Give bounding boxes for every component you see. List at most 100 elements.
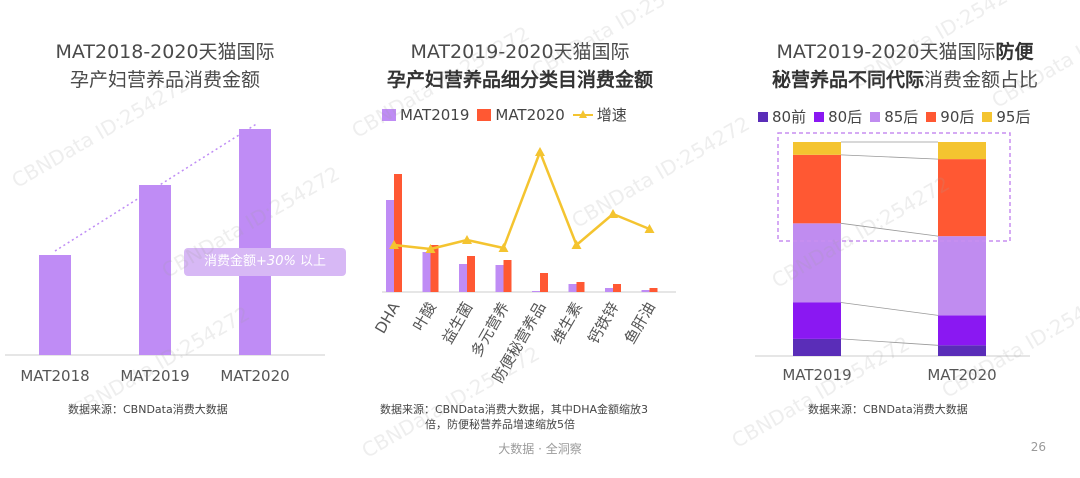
- panel2-bar-MAT2019-钙铁锌: [605, 288, 613, 292]
- panel3-seg-MAT2019-85后: [793, 223, 841, 303]
- panel2-bar-MAT2020-多元营养: [503, 260, 512, 292]
- panel1-tick-MAT2020: MAT2020: [220, 367, 289, 385]
- panel-category-spending: MAT2019-2020天猫国际 孕产妇营养品细分类目消费金额 MAT2019 M…: [340, 0, 700, 440]
- panel2-source-line2: 倍，防便秘营养品增速缩放5倍: [425, 418, 575, 431]
- panel2-title-line2: 孕产妇营养品细分类目消费金额: [340, 66, 700, 94]
- panel2-bar-MAT2019-DHA: [386, 200, 394, 292]
- panel3-legend-item-85后: 85后: [870, 106, 918, 127]
- panel3-legend-label: 80后: [828, 108, 863, 126]
- growth-badge-suffix: 以上: [295, 254, 326, 269]
- panel2-tick-鱼肝油: 鱼肝油: [621, 299, 659, 347]
- panel3-seg-MAT2020-85后: [938, 236, 986, 316]
- growth-badge: 消费金额+30% 以上: [184, 248, 346, 276]
- panel3-legend: 80前 80后 85后 90后 95后: [758, 106, 1038, 127]
- page-number: 26: [1030, 440, 1046, 454]
- panel3-source: 数据来源：CBNData消费大数据: [808, 403, 968, 416]
- panel1-bar-MAT2020: [239, 129, 271, 355]
- panel3-connector: [840, 302, 939, 316]
- panel2-tick-维生素: 维生素: [548, 299, 586, 347]
- panel2-title: MAT2019-2020天猫国际 孕产妇营养品细分类目消费金额: [340, 38, 700, 94]
- panel2-bar-MAT2019-多元营养: [495, 265, 504, 292]
- panel3-seg-MAT2020-95后: [938, 142, 986, 160]
- growth-badge-prefix: 消费金额: [204, 254, 257, 269]
- panel2-legend-label: MAT2020: [495, 105, 565, 124]
- panel2-legend-item-MAT2020: MAT2020: [477, 105, 565, 124]
- panel-total-spending: MAT2018-2020天猫国际 孕产妇营养品消费金额 MAT2018 MAT20…: [0, 0, 346, 440]
- panel3-title-line2: 秘营养品不同代际消费金额占比: [730, 66, 1080, 94]
- panel2-bar-MAT2020-钙铁锌: [613, 284, 621, 292]
- panel2-title-line2-text: 孕产妇营养品细分类目消费金额: [386, 69, 653, 91]
- panel2-legend-item-MAT2019: MAT2019: [382, 106, 469, 124]
- panel3-seg-MAT2020-80后: [938, 315, 986, 346]
- panel2-legend-swatch: [382, 108, 396, 121]
- footer-tagline: 大数据 · 全洞察: [498, 442, 582, 456]
- panel3-title: MAT2019-2020天猫国际防便 秘营养品不同代际消费金额占比: [730, 38, 1080, 94]
- panel3-title-line1-bold: 防便: [995, 41, 1034, 63]
- panel3-legend-label: 95后: [996, 108, 1031, 126]
- panel3-connector: [840, 338, 939, 346]
- panel2-bar-MAT2020-叶酸: [430, 245, 439, 292]
- panel3-title-line1-normal: MAT2019-2020天猫国际: [776, 41, 996, 63]
- panel3-title-line1: MAT2019-2020天猫国际防便: [730, 38, 1080, 66]
- panel-generation-share: MAT2019-2020天猫国际防便 秘营养品不同代际消费金额占比 80前 80后…: [730, 0, 1080, 440]
- panel2-bar-MAT2020-维生素: [576, 282, 585, 292]
- panel3-seg-MAT2020-90后: [938, 159, 986, 237]
- panel3-seg-MAT2019-95后: [793, 142, 841, 155]
- panel3-tick-MAT2020: MAT2020: [927, 366, 996, 384]
- panel2-bar-MAT2019-叶酸: [422, 252, 431, 292]
- panel2-growth-point-防便秘营养品: [535, 147, 545, 156]
- panel3-legend-item-90后: 90后: [926, 106, 974, 127]
- panel2-legend-label: MAT2019: [400, 105, 470, 124]
- panel2-source-line1: 数据来源：CBNData消费大数据，其中DHA金额缩放3: [380, 403, 648, 416]
- panel2-growth-point-DHA: [389, 240, 399, 249]
- panel3-seg-MAT2019-90后: [793, 154, 841, 224]
- panel3-legend-swatch: [870, 111, 881, 122]
- panel3-tick-MAT2019: MAT2019: [782, 366, 851, 384]
- panel2-legend-swatch: [477, 108, 492, 121]
- panel3-stacked-chart: MAT2019 MAT2020: [755, 132, 1030, 384]
- panel2-bar-MAT2019-益生菌: [459, 264, 467, 292]
- panel3-seg-MAT2020-80前: [938, 345, 986, 356]
- panel2-growth-point-鱼肝油: [644, 224, 655, 233]
- panel1-bar-MAT2018: [39, 255, 71, 355]
- panel2-bar-MAT2020-防便秘营养品: [540, 273, 548, 292]
- panel2-growth-point-益生菌: [462, 235, 472, 244]
- panel2-tick-钙铁锌: 钙铁锌: [584, 299, 622, 347]
- panel2-legend-item-增速: 增速: [572, 104, 627, 125]
- panel1-tick-MAT2018: MAT2018: [20, 367, 89, 385]
- panel2-legend-label: 增速: [596, 106, 627, 124]
- panel3-legend-swatch: [982, 111, 993, 122]
- panel3-connector: [840, 222, 939, 237]
- panel3-legend-swatch: [814, 111, 825, 122]
- panel3-highlight-box: [777, 132, 1011, 242]
- panel2-bar-MAT2019-防便秘营养品: [532, 291, 540, 292]
- panel2-tick-益生菌: 益生菌: [438, 299, 476, 347]
- panel1-bar-MAT2019: [139, 185, 171, 355]
- panel1-title-line2: 孕产妇营养品消费金额: [69, 69, 260, 91]
- panel1-tick-MAT2019: MAT2019: [120, 367, 189, 385]
- panel2-growth-point-钙铁锌: [608, 209, 618, 218]
- panel2-bar-MAT2020-DHA: [394, 174, 402, 292]
- panel3-legend-label: 90后: [940, 108, 975, 126]
- panel2-growth-point-多元营养: [498, 243, 509, 252]
- panel3-seg-MAT2019-80前: [793, 338, 841, 356]
- panel1-title: MAT2018-2020天猫国际 孕产妇营养品消费金额: [0, 38, 330, 94]
- panel1-title-line1: MAT2018-2020天猫国际: [55, 41, 275, 63]
- panel2-growth-line: [393, 150, 650, 251]
- panel2-title-line1: MAT2019-2020天猫国际: [410, 41, 630, 63]
- panel2-legend-line-icon: [572, 109, 593, 121]
- panel3-legend-item-95后: 95后: [982, 106, 1030, 127]
- panel1-source: 数据来源：CBNData消费大数据: [68, 403, 228, 416]
- panel3-legend-item-80后: 80后: [814, 106, 862, 127]
- panel2-bar-MAT2019-鱼肝油: [641, 290, 650, 292]
- panel2-tick-DHA: DHA: [371, 298, 404, 336]
- panel3-title-line2-normal: 消费金额占比: [924, 69, 1039, 91]
- panel2-bar-MAT2020-益生菌: [467, 256, 475, 292]
- panel2-growth-point-叶酸: [425, 244, 436, 253]
- panel3-legend-item-80前: 80前: [758, 106, 806, 127]
- growth-badge-value: +30%: [256, 254, 296, 269]
- panel2-source: 数据来源：CBNData消费大数据，其中DHA金额缩放3 倍，防便秘营养品增速缩…: [380, 402, 648, 432]
- panel2-legend: MAT2019 MAT2020 增速: [382, 104, 635, 125]
- panel3-title-line2-bold: 秘营养品不同代际: [771, 69, 924, 91]
